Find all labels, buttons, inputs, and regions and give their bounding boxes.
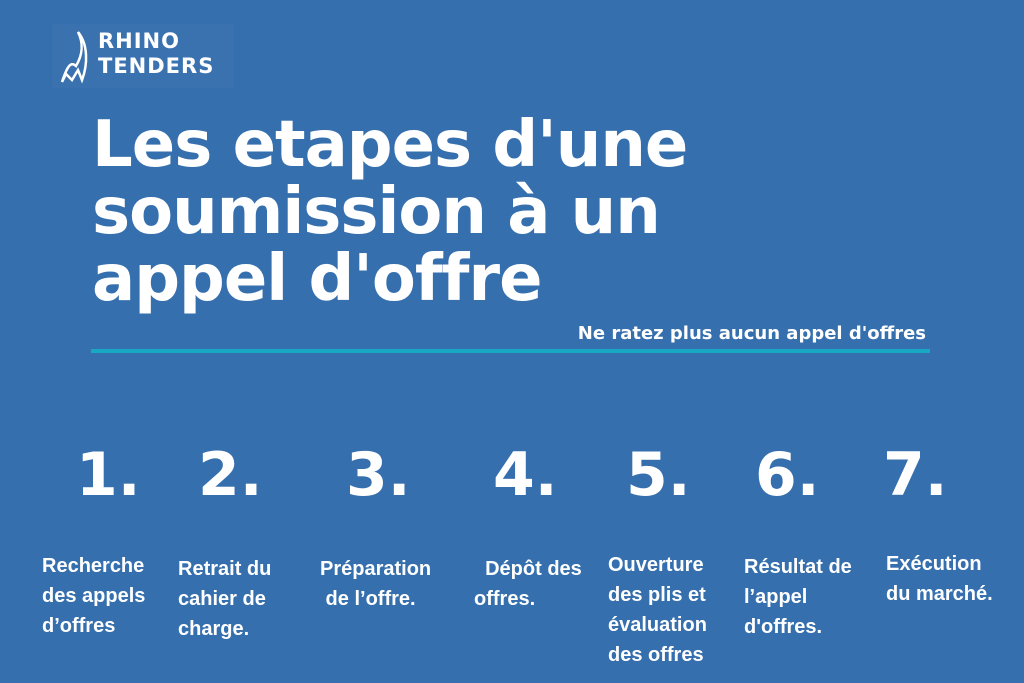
step-label-line: l’appel	[744, 586, 808, 608]
step-label-line: Résultat de	[744, 556, 852, 578]
step-label-line: Retrait du	[178, 558, 272, 580]
logo-text: RHINO TENDERS	[98, 29, 214, 79]
step-label: Ouverture des plis et évaluation des offres	[608, 550, 707, 670]
subtitle: Ne ratez plus aucun appel d'offres	[577, 323, 926, 344]
title-line: Les etapes d'une	[92, 108, 688, 182]
title-line: soumission à un	[92, 175, 661, 249]
step-label-line: Préparation	[320, 558, 432, 580]
step-label-line: des appels	[42, 585, 146, 607]
step-label-line: du marché.	[886, 583, 993, 605]
step-label: Préparation de l’offre.	[320, 554, 431, 614]
logo: RHINO TENDERS	[52, 24, 234, 88]
step-label-line: Exécution	[886, 553, 982, 575]
step-label-line: offres.	[474, 588, 536, 610]
step-label-line: Recherche	[42, 555, 145, 577]
step-number: 2.	[198, 440, 263, 510]
step-label-line: cahier de	[178, 588, 266, 610]
step-label-line: d’offres	[42, 615, 116, 637]
step-number: 6.	[755, 440, 820, 510]
step-label: Recherche des appels d’offres	[42, 551, 145, 641]
step-label-line: Dépôt des	[474, 558, 582, 580]
rhino-horn-icon	[60, 31, 88, 84]
step-label-line: charge.	[178, 618, 250, 640]
step-label: Exécution du marché.	[886, 549, 993, 609]
step-label-line: évaluation	[608, 614, 707, 636]
step-number: 3.	[346, 440, 411, 510]
logo-line1: RHINO	[98, 29, 180, 53]
step-label-line: des plis et	[608, 584, 706, 606]
step-number: 7.	[883, 440, 948, 510]
step-number: 1.	[76, 440, 141, 510]
logo-line2: TENDERS	[98, 54, 215, 78]
step-label-line: des offres	[608, 644, 704, 666]
step-label-line: Ouverture	[608, 554, 704, 576]
step-label-line: d'offres.	[744, 616, 823, 638]
page-title: Les etapes d'une soumission à un appel d…	[92, 108, 688, 316]
step-label: Dépôt des offres.	[474, 554, 582, 614]
step-number: 5.	[626, 440, 691, 510]
step-label-line: de l’offre.	[320, 588, 416, 610]
step-label: Retrait du cahier de charge.	[178, 554, 271, 644]
step-number: 4.	[493, 440, 558, 510]
divider	[91, 349, 930, 353]
title-line: appel d'offre	[92, 242, 542, 316]
step-label: Résultat de l’appel d'offres.	[744, 552, 852, 642]
